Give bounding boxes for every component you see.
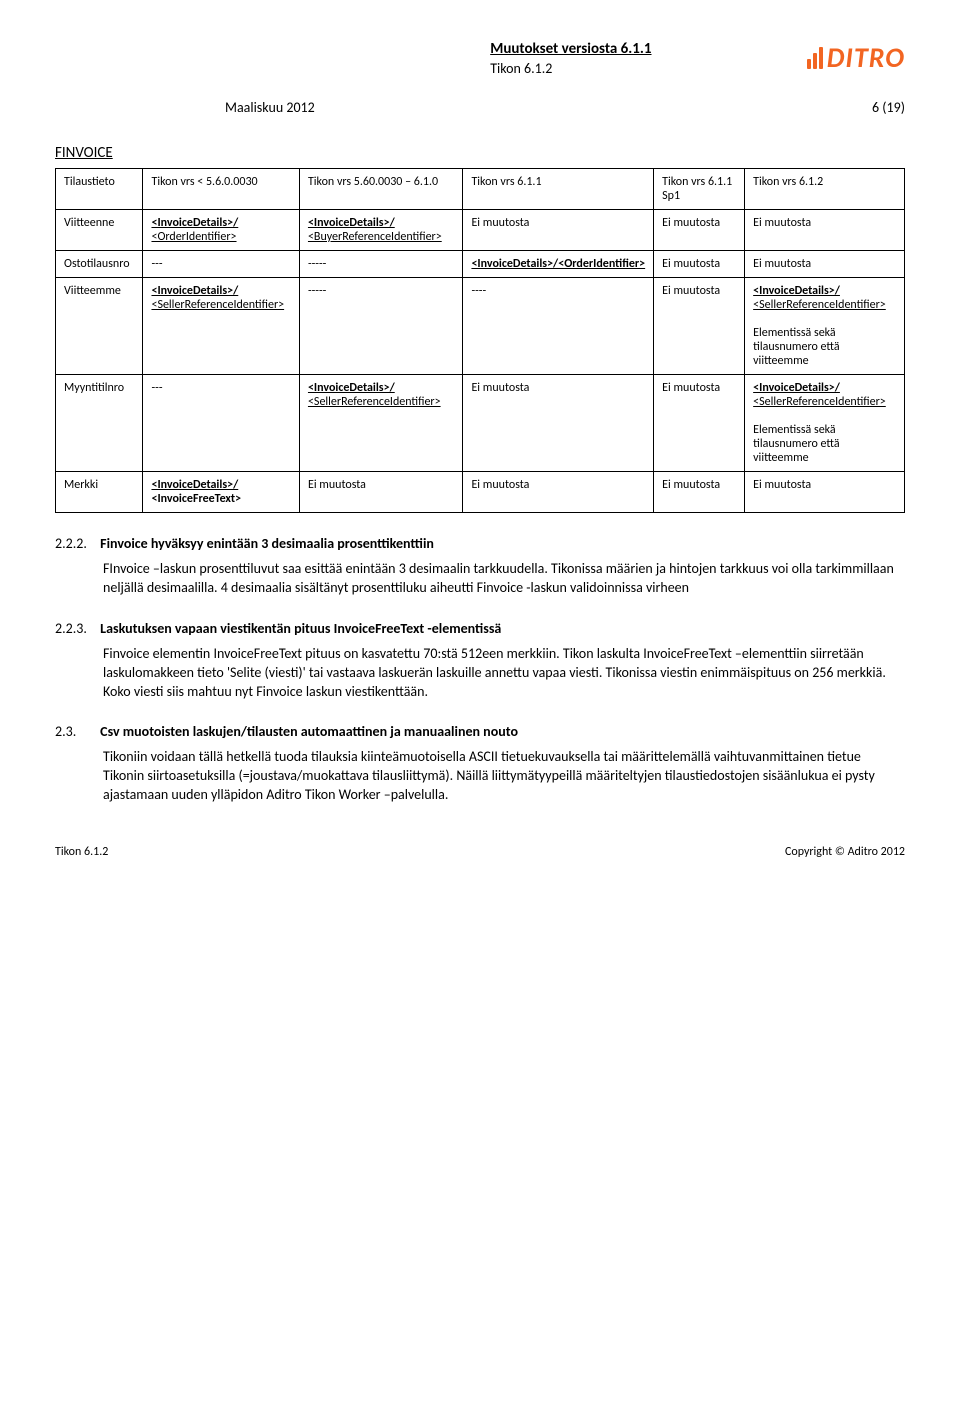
table-cell: Tikon vrs < 5.6.0.0030	[143, 169, 299, 210]
table-cell: <InvoiceDetails>/<SellerReferenceIdentif…	[299, 375, 462, 472]
aditro-logo: DITRO	[807, 40, 905, 75]
page-number: 6 (19)	[872, 99, 905, 116]
section-body: Tikoniin voidaan tällä hetkellä tuoda ti…	[103, 748, 905, 805]
footer-left: Tikon 6.1.2	[55, 845, 108, 859]
table-cell: Ei muutosta	[463, 375, 654, 472]
table-cell: ---	[143, 251, 299, 278]
finvoice-heading: FINVOICE	[55, 144, 905, 162]
table-cell: Ei muutosta	[654, 278, 745, 375]
section-heading: 2.2.3. Laskutuksen vapaan viestikentän p…	[55, 620, 905, 637]
section-body: FInvoice –laskun prosenttiluvut saa esit…	[103, 560, 905, 598]
section-title: Laskutuksen vapaan viestikentän pituus I…	[100, 620, 501, 637]
section-number: 2.2.3.	[55, 620, 97, 637]
table-cell: -----	[299, 251, 462, 278]
table-cell: ---	[143, 375, 299, 472]
date-page-row: Maaliskuu 2012 6 (19)	[55, 99, 905, 116]
table-cell: Tikon vrs 5.60.0030 – 6.1.0	[299, 169, 462, 210]
table-cell: <InvoiceDetails>/<SellerReferenceIdentif…	[745, 278, 905, 375]
logo-bars-icon	[807, 47, 823, 69]
section-body: Finvoice elementin InvoiceFreeText pituu…	[103, 645, 905, 702]
doc-subtitle: Tikon 6.1.2	[490, 60, 651, 77]
table-cell: Ei muutosta	[745, 472, 905, 513]
finvoice-table: TilaustietoTikon vrs < 5.6.0.0030Tikon v…	[55, 168, 905, 513]
table-cell: Viitteenne	[56, 210, 143, 251]
section-title: Csv muotoisten laskujen/tilausten automa…	[100, 723, 518, 740]
section-number: 2.2.2.	[55, 535, 97, 552]
page-footer: Tikon 6.1.2 Copyright © Aditro 2012	[55, 845, 905, 859]
table-cell: Tikon vrs 6.1.1	[463, 169, 654, 210]
table-cell: Ei muutosta	[654, 375, 745, 472]
table-cell: Viitteemme	[56, 278, 143, 375]
doc-title: Muutokset versiosta 6.1.1	[490, 40, 651, 58]
table-cell: Ei muutosta	[463, 210, 654, 251]
table-cell: Ei muutosta	[654, 210, 745, 251]
table-cell: Ei muutosta	[745, 251, 905, 278]
table-cell: Tikon vrs 6.1.2	[745, 169, 905, 210]
table-cell: <InvoiceDetails>/<InvoiceFreeText>	[143, 472, 299, 513]
table-cell: ----	[463, 278, 654, 375]
table-cell: Ostotilausnro	[56, 251, 143, 278]
table-cell: Ei muutosta	[654, 472, 745, 513]
table-cell: Tilaustieto	[56, 169, 143, 210]
table-cell: Merkki	[56, 472, 143, 513]
table-cell: Ei muutosta	[745, 210, 905, 251]
section-heading: 2.2.2. Finvoice hyväksyy enintään 3 desi…	[55, 535, 905, 552]
header-title-block: Muutokset versiosta 6.1.1 Tikon 6.1.2	[490, 40, 651, 77]
table-cell: <InvoiceDetails>/<OrderIdentifier>	[143, 210, 299, 251]
date-text: Maaliskuu 2012	[225, 99, 315, 116]
section-heading: 2.3. Csv muotoisten laskujen/tilausten a…	[55, 723, 905, 740]
table-cell: Tikon vrs 6.1.1 Sp1	[654, 169, 745, 210]
table-cell: Ei muutosta	[463, 472, 654, 513]
table-cell: Myyntitilnro	[56, 375, 143, 472]
table-cell: <InvoiceDetails>/<BuyerReferenceIdentifi…	[299, 210, 462, 251]
page-header: Muutokset versiosta 6.1.1 Tikon 6.1.2 DI…	[55, 40, 905, 77]
table-cell: <InvoiceDetails>/<SellerReferenceIdentif…	[745, 375, 905, 472]
section-title: Finvoice hyväksyy enintään 3 desimaalia …	[100, 535, 434, 552]
table-cell: <InvoiceDetails>/<SellerReferenceIdentif…	[143, 278, 299, 375]
table-cell: Ei muutosta	[299, 472, 462, 513]
table-cell: <InvoiceDetails>/<OrderIdentifier>	[463, 251, 654, 278]
logo-text: DITRO	[827, 40, 905, 75]
section-number: 2.3.	[55, 723, 97, 740]
table-cell: Ei muutosta	[654, 251, 745, 278]
footer-right: Copyright © Aditro 2012	[785, 845, 905, 859]
table-cell: -----	[299, 278, 462, 375]
